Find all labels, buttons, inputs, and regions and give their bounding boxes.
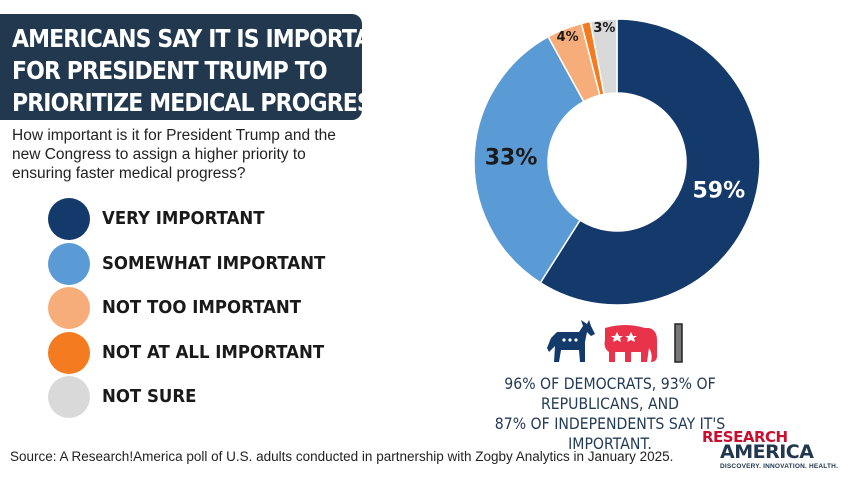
title-line-1: AMERICANS SAY IT IS IMPORTANT <box>12 24 403 53</box>
legend-swatch <box>48 242 90 285</box>
data-label-not-sure: 3% <box>593 21 615 36</box>
logo-line-2: AMERICA <box>720 441 814 463</box>
legend-label: SOMEWHAT IMPORTANT <box>102 252 326 274</box>
data-label-very-important: 59% <box>692 179 745 204</box>
slice-very-important <box>539 18 761 306</box>
independent-bar-icon <box>674 323 683 363</box>
slice-not-sure <box>589 18 618 96</box>
party-icons <box>547 320 683 363</box>
data-label-somewhat-important: 33% <box>485 146 538 171</box>
legend-item-not-at-all-important: NOT AT ALL IMPORTANT <box>48 331 368 376</box>
slice-somewhat-important <box>473 35 585 284</box>
legend-item-very-important: VERY IMPORTANT <box>48 198 368 242</box>
legend-label: NOT TOO IMPORTANT <box>102 297 302 318</box>
research-america-logo: RESEARCH AMERICA DISCOVERY. INNOVATION. … <box>702 428 838 474</box>
source-note: Source: A Research!America poll of U.S. … <box>10 449 674 464</box>
legend-item-not-sure: NOT SURE <box>48 376 368 420</box>
logo-line-1: RESEARCH <box>702 428 788 446</box>
title-line-3: PRIORITIZE MEDICAL PROGRESS <box>12 88 387 117</box>
legend-label: NOT SURE <box>102 386 197 407</box>
legend-label: VERY IMPORTANT <box>102 208 265 229</box>
logo-tagline: DISCOVERY. INNOVATION. HEALTH. <box>720 463 839 470</box>
title-line-2: FOR PRESIDENT TRUMP TO <box>12 56 328 85</box>
elephant-icon <box>604 325 657 362</box>
legend-swatch <box>48 198 90 240</box>
donkey-icon <box>547 320 595 362</box>
legend-label: NOT AT ALL IMPORTANT <box>102 341 325 363</box>
donut-chart: 59% 33% 4% 3% <box>473 18 761 306</box>
legend-swatch <box>48 331 90 374</box>
partisan-note-line-2: 87% OF INDEPENDENTS SAY IT'S IMPORTANT. <box>494 414 726 453</box>
data-label-not-too-important: 4% <box>557 30 579 45</box>
legend-item-somewhat-important: SOMEWHAT IMPORTANT <box>48 242 368 287</box>
survey-question: How important is it for President Trump … <box>12 127 336 182</box>
title-banner: AMERICANS SAY IT IS IMPORTANT FOR PRESID… <box>0 14 403 120</box>
partisan-note-line-1: 96% OF DEMOCRATS, 93% OF REPUBLICANS, AN… <box>504 374 716 413</box>
partisan-note: 96% OF DEMOCRATS, 93% OF REPUBLICANS, AN… <box>460 374 759 454</box>
legend-swatch <box>48 287 90 329</box>
legend-swatch <box>48 376 90 418</box>
legend-item-not-too-important: NOT TOO IMPORTANT <box>48 287 368 331</box>
